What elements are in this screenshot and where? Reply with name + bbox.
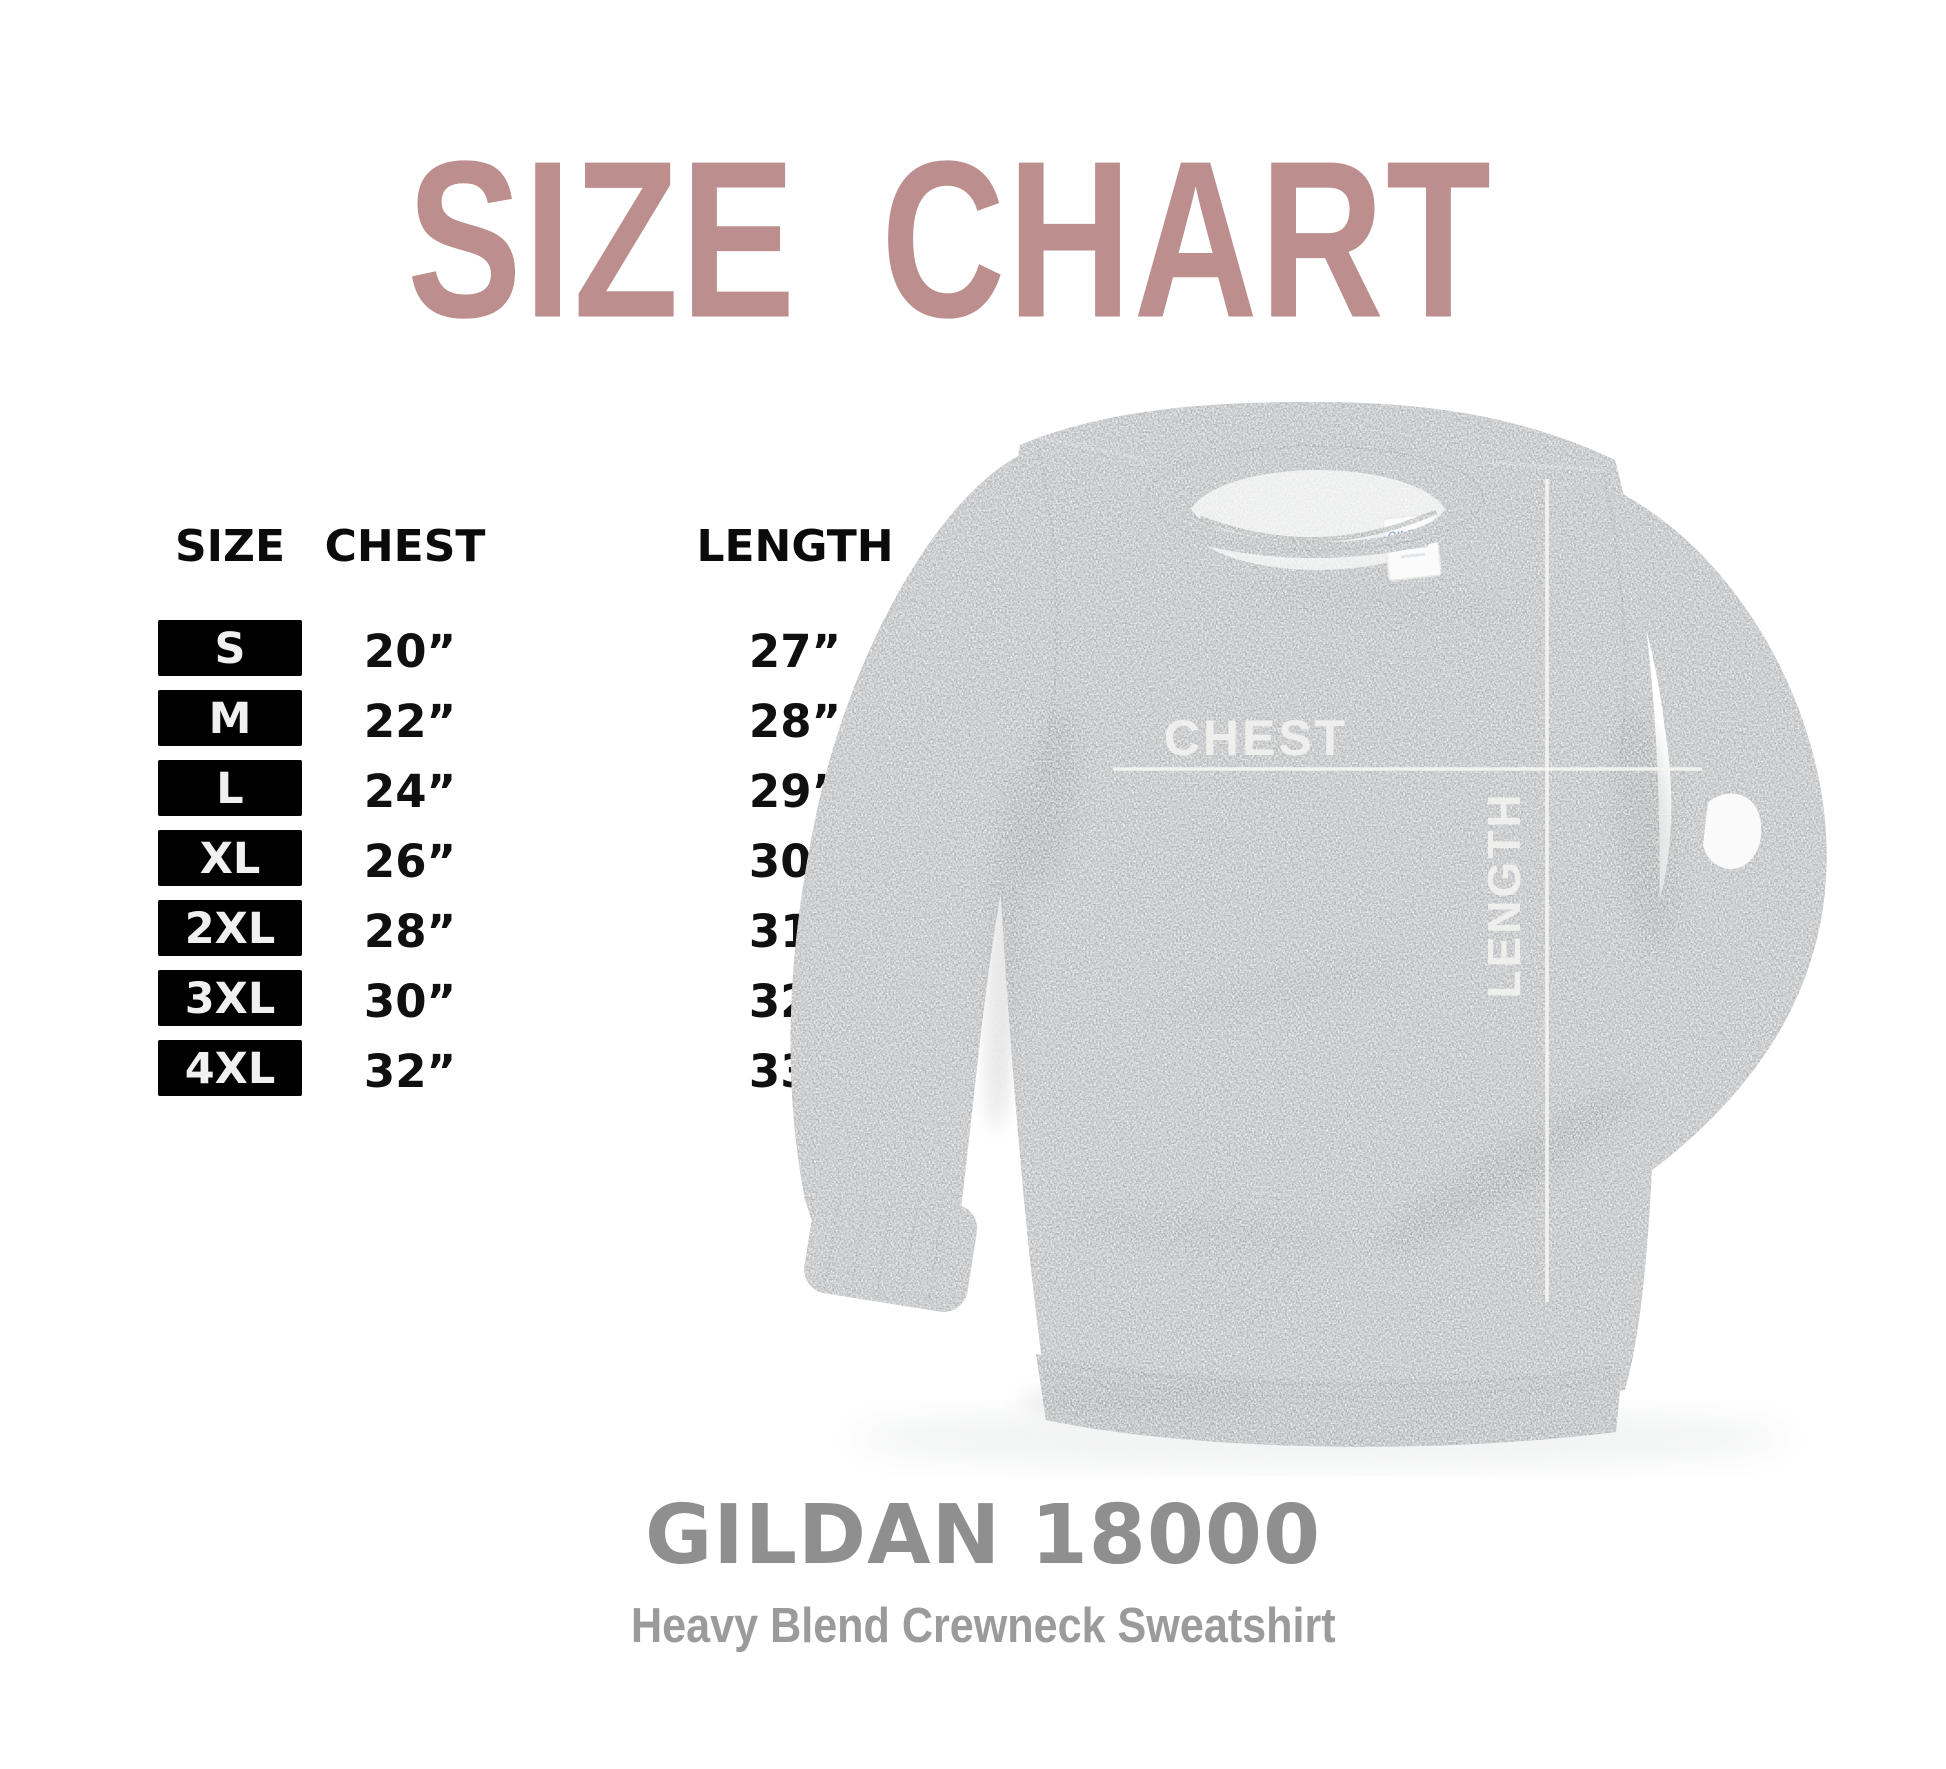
chest-value: 26” xyxy=(363,835,457,888)
chest-value-column: 20” 22” 24” 26” 28” 30” 32” xyxy=(330,620,490,1110)
chest-measure-label: CHEST xyxy=(1164,710,1348,766)
size-badge-m: M xyxy=(158,690,302,746)
collar xyxy=(1135,438,1495,558)
size-badge-3xl: 3XL xyxy=(158,970,302,1026)
left-sleeve xyxy=(790,450,1031,1255)
chest-value: 20” xyxy=(363,625,457,678)
length-value: 27” xyxy=(748,625,842,678)
left-cuff xyxy=(804,1186,978,1312)
size-badge-xl: XL xyxy=(158,830,302,886)
column-header-length: LENGTH xyxy=(696,521,894,572)
chest-value: 30” xyxy=(363,975,457,1028)
chest-value: 32” xyxy=(363,1045,457,1098)
column-header-size: SIZE xyxy=(174,521,286,572)
size-badge-s: S xyxy=(158,620,302,676)
size-badge-4xl: 4XL xyxy=(158,1040,302,1096)
garment-body-group: GILDAN xyxy=(790,402,1827,1447)
sleeve-fold-gap xyxy=(1703,793,1762,870)
product-name: GILDAN 18000 xyxy=(644,1488,1322,1583)
size-badge-column: S M L XL 2XL 3XL 4XL xyxy=(158,620,302,1110)
size-badge-2xl: 2XL xyxy=(158,900,302,956)
product-description-text: Heavy Blend Crewneck Sweatshirt xyxy=(630,1599,1336,1653)
sweatshirt-photo: GILDAN xyxy=(790,402,1827,1470)
size-badge-l: L xyxy=(158,760,302,816)
chest-value: 24” xyxy=(363,765,457,818)
chest-value: 22” xyxy=(363,695,457,748)
chest-value: 28” xyxy=(363,905,457,958)
length-value: 28” xyxy=(748,695,842,748)
page-title: SIZE CHART xyxy=(407,115,1493,365)
column-header-chest: CHEST xyxy=(324,521,486,572)
right-sleeve xyxy=(1280,475,1827,1300)
length-measure-label: LENGTH xyxy=(1478,791,1530,998)
product-description: Heavy Blend Crewneck Sweatshirt xyxy=(423,1598,1543,1654)
